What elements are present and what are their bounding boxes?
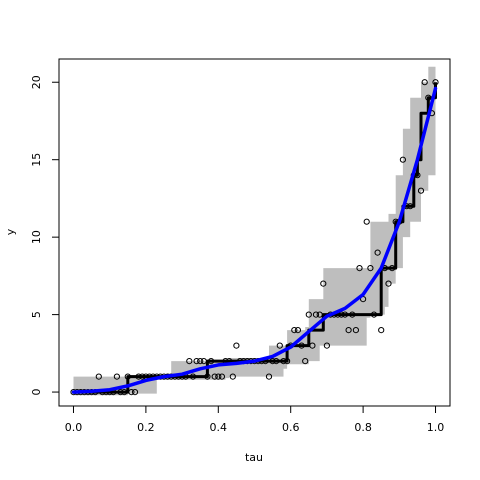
data-point xyxy=(135,373,142,380)
data-point xyxy=(312,311,320,318)
data-point xyxy=(128,389,135,396)
x-tick-label: 1.0 xyxy=(427,421,445,434)
y-tick-label: 10 xyxy=(30,230,43,244)
data-point xyxy=(320,280,327,287)
data-point xyxy=(276,342,283,349)
data-point xyxy=(345,327,352,334)
confidence-band xyxy=(73,51,436,396)
data-point xyxy=(121,389,128,396)
data-point xyxy=(414,172,421,179)
data-point xyxy=(421,79,428,86)
smooth-curve-path xyxy=(71,86,438,394)
data-point xyxy=(186,358,193,365)
data-point xyxy=(189,373,197,380)
data-point xyxy=(370,311,378,318)
data-point xyxy=(389,265,396,272)
x-tick-label: 0.6 xyxy=(282,421,300,434)
data-point xyxy=(95,373,102,380)
data-point xyxy=(218,373,225,380)
data-point xyxy=(269,358,276,365)
x-tick-label: 0.2 xyxy=(137,421,155,434)
y-tick-label: 20 xyxy=(30,75,43,89)
data-point xyxy=(113,373,121,380)
x-axis-label: tau xyxy=(245,451,263,464)
data-point xyxy=(367,265,374,272)
data-point xyxy=(309,342,316,349)
data-point xyxy=(211,373,218,380)
data-point xyxy=(417,187,425,194)
data-point xyxy=(200,358,207,365)
data-point xyxy=(349,311,356,318)
data-point xyxy=(284,358,291,365)
data-point xyxy=(117,389,124,396)
data-point xyxy=(316,311,323,318)
x-tick-label: 0.4 xyxy=(210,421,228,434)
data-point xyxy=(273,358,280,365)
data-point xyxy=(432,79,439,86)
data-point xyxy=(204,373,211,380)
data-point xyxy=(407,203,414,210)
data-point xyxy=(352,327,359,334)
y-tick-label: 5 xyxy=(30,311,43,318)
data-point xyxy=(233,342,240,349)
data-point xyxy=(385,280,392,287)
data-point xyxy=(298,342,305,349)
data-point xyxy=(341,311,349,318)
y-tick-label: 15 xyxy=(30,153,43,167)
data-point xyxy=(291,327,298,334)
y-axis-label: y xyxy=(4,228,17,235)
data-point xyxy=(338,311,345,318)
data-point xyxy=(280,358,287,365)
band-area xyxy=(73,51,436,396)
x-tick-label: 0.8 xyxy=(354,421,372,434)
data-point xyxy=(302,358,309,365)
data-point xyxy=(208,358,215,365)
data-point xyxy=(356,265,363,272)
data-point xyxy=(399,156,406,163)
data-point xyxy=(363,218,370,225)
data-point xyxy=(378,327,385,334)
x-tick-label: 0.0 xyxy=(65,421,83,434)
data-point xyxy=(215,373,222,380)
data-point xyxy=(229,373,236,380)
data-point xyxy=(124,373,131,380)
data-point xyxy=(294,327,301,334)
y-tick-label: 0 xyxy=(30,389,43,396)
x-axis: 0.0 0.2 0.4 0.6 0.8 1.0 xyxy=(65,405,445,434)
data-point xyxy=(323,342,330,349)
data-point xyxy=(425,94,432,101)
data-point xyxy=(374,249,381,256)
data-point xyxy=(139,373,146,380)
data-point xyxy=(305,311,312,318)
data-point xyxy=(265,373,273,380)
data-point xyxy=(131,389,139,396)
data-point xyxy=(193,358,200,365)
y-axis: 0 5 10 15 20 xyxy=(30,75,60,396)
smooth-curve xyxy=(71,86,438,394)
data-point xyxy=(197,358,204,365)
